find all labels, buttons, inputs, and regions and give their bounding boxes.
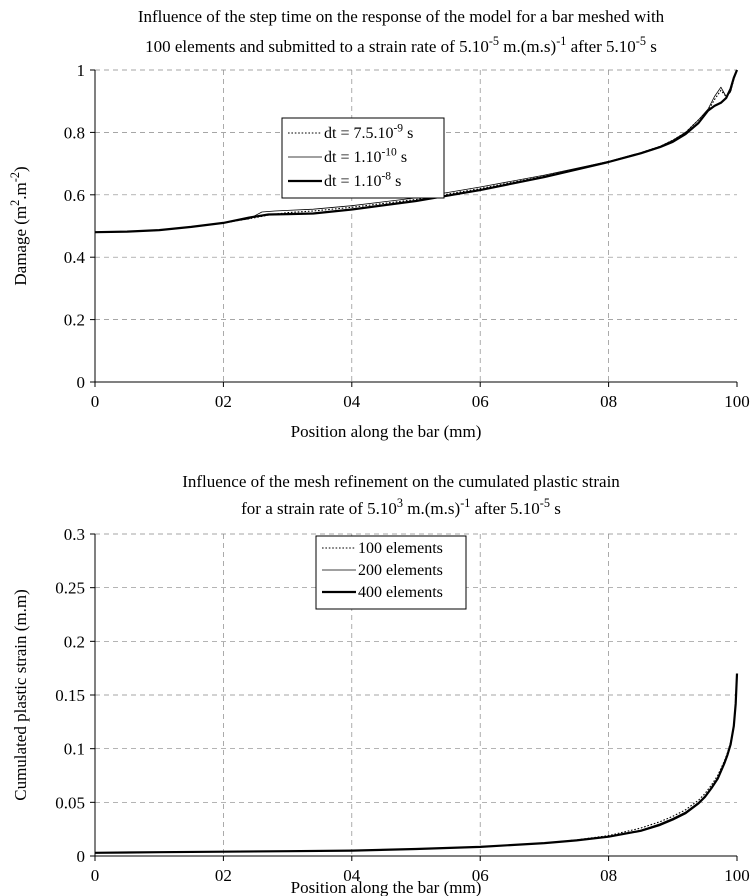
x-tick-label: 0 xyxy=(91,866,100,885)
x-tick-label: 08 xyxy=(600,392,617,411)
y-tick-label: 0.05 xyxy=(55,793,85,812)
legend-label: dt = 1.10-10 s xyxy=(324,146,407,166)
y-tick-label: 0 xyxy=(77,373,86,392)
y-axis-label-part: Damage (m xyxy=(11,206,30,286)
chart-title-part: m.(m.s) xyxy=(499,37,556,56)
x-tick-label: 08 xyxy=(600,866,617,885)
y-tick-label: 0.2 xyxy=(64,311,85,330)
x-tick-label: 100 xyxy=(724,392,750,411)
y-tick-label: 1 xyxy=(77,61,86,80)
y-axis-label-part: .m xyxy=(11,182,30,199)
chart-title-part: -1 xyxy=(460,496,470,510)
x-tick-label: 100 xyxy=(724,866,750,885)
y-tick-label: 0.2 xyxy=(64,632,85,651)
x-tick-label: 06 xyxy=(472,392,489,411)
x-tick-label: 0 xyxy=(91,392,100,411)
y-axis-label: Cumulated plastic strain (m.m) xyxy=(11,589,30,801)
chart-title-part: 100 elements and submitted to a strain r… xyxy=(145,37,489,56)
y-tick-label: 0.3 xyxy=(64,525,85,544)
chart-title-part: for a strain rate of 5.10 xyxy=(241,499,397,518)
y-tick-label: 0.25 xyxy=(55,579,85,598)
legend-box xyxy=(315,535,467,610)
legend-label-part: -9 xyxy=(393,122,403,134)
x-tick-label: 02 xyxy=(215,392,232,411)
x-axis-label: Position along the bar (mm) xyxy=(291,422,482,441)
y-axis-label-part: -2 xyxy=(8,172,22,182)
chart-title-part: m.(m.s) xyxy=(403,499,460,518)
chart-title-part: s xyxy=(646,37,657,56)
legend-label-part: -8 xyxy=(381,170,391,182)
chart-title-part: -5 xyxy=(540,496,550,510)
legend-label: dt = 1.10-8 s xyxy=(324,170,401,190)
y-tick-label: 0.6 xyxy=(64,186,85,205)
chart-title-part: after 5.10 xyxy=(566,37,635,56)
chart-title-part: -5 xyxy=(489,34,499,48)
y-tick-label: 0.15 xyxy=(55,686,85,705)
y-axis-label: Damage (m2.m-2) xyxy=(8,166,30,285)
legend-label: 400 elements xyxy=(358,584,443,601)
legend-label-part: s xyxy=(403,125,413,142)
series-line-1 xyxy=(94,678,738,854)
y-tick-label: 0.1 xyxy=(64,740,85,759)
y-axis-label-part: 2 xyxy=(8,200,22,206)
chart-title-part: 3 xyxy=(397,496,403,510)
chart-title-part: s xyxy=(550,499,561,518)
chart-title-part: -5 xyxy=(636,34,646,48)
y-tick-label: 0.8 xyxy=(64,123,85,142)
legend-label-part: dt = 1.10 xyxy=(324,149,381,166)
chart-title-part: after 5.10 xyxy=(470,499,539,518)
y-axis-label-part: ) xyxy=(11,166,30,172)
chart-title-part: -1 xyxy=(556,34,566,48)
chart-title-line2: for a strain rate of 5.103 m.(m.s)-1 aft… xyxy=(241,496,561,518)
series-line-3 xyxy=(94,69,739,234)
legend-label-part: s xyxy=(397,149,407,166)
x-tick-label: 04 xyxy=(343,866,361,885)
legend-box xyxy=(281,117,445,199)
chart-title-line1: Influence of the mesh refinement on the … xyxy=(182,472,620,491)
legend-label: 100 elements xyxy=(358,540,443,557)
series-line-2 xyxy=(94,675,738,854)
legend-label: dt = 7.5.10-9 s xyxy=(324,122,413,142)
legend-label-part: dt = 1.10 xyxy=(324,173,381,190)
x-tick-label: 02 xyxy=(215,866,232,885)
series-line-3 xyxy=(94,673,739,854)
y-tick-label: 0.4 xyxy=(64,248,86,267)
x-tick-label: 06 xyxy=(472,866,489,885)
chart-title-line2: 100 elements and submitted to a strain r… xyxy=(145,34,657,56)
legend-label-part: s xyxy=(391,173,401,190)
legend-label-part: -10 xyxy=(381,146,397,158)
legend-label-part: dt = 7.5.10 xyxy=(324,125,393,142)
x-tick-label: 04 xyxy=(343,392,361,411)
chart-title-line1: Influence of the step time on the respon… xyxy=(138,7,665,26)
y-tick-label: 0 xyxy=(77,847,86,866)
legend-label: 200 elements xyxy=(358,562,443,579)
chart-2: Influence of the mesh refinement on the … xyxy=(11,472,750,896)
x-axis-label: Position along the bar (mm) xyxy=(291,878,482,896)
chart-1: Influence of the step time on the respon… xyxy=(8,7,750,441)
